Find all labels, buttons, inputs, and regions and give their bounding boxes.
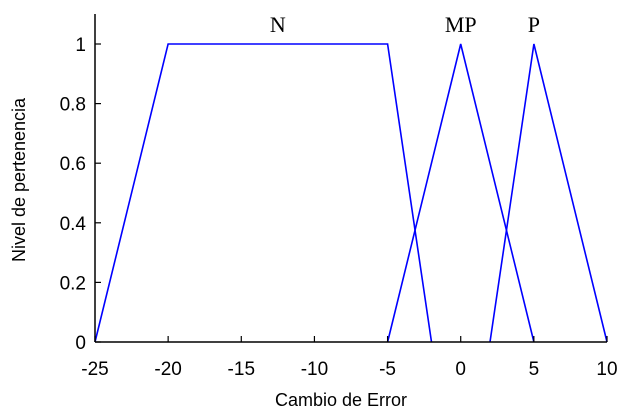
label-layer: N MP P — [270, 12, 540, 37]
set-label-p: P — [528, 12, 540, 37]
series-line-n — [94, 43, 433, 343]
y-tick-label: 0.6 — [60, 154, 86, 175]
x-tick-label: -10 — [301, 359, 328, 380]
set-label-n: N — [270, 12, 286, 37]
x-tick-label: 5 — [529, 359, 540, 380]
axis-layer — [94, 14, 607, 343]
x-tick-label: 0 — [455, 359, 466, 380]
series-line-mp — [386, 43, 535, 343]
x-tick-label: -15 — [228, 359, 255, 380]
y-tick-label: 1 — [75, 35, 86, 56]
series-layer — [94, 43, 608, 343]
x-tick-label: -5 — [379, 359, 396, 380]
series-line-p — [489, 43, 608, 343]
y-tick-label: 0.8 — [60, 95, 86, 116]
y-tick-label: 0.4 — [60, 214, 87, 235]
tick-layer: -25 -20 -15 -10 -5 0 5 10 0 0.2 0.4 0.6 0.8 1 — [60, 35, 618, 380]
x-tick-label: 10 — [596, 359, 617, 380]
x-tick-label: -20 — [154, 359, 181, 380]
set-label-mp: MP — [445, 12, 477, 37]
x-tick-label: -25 — [81, 359, 108, 380]
y-tick-label: 0.2 — [60, 273, 86, 294]
x-axis-label: Cambio de Error — [275, 390, 407, 410]
y-axis-label: Nivel de pertenencia — [9, 97, 29, 262]
y-tick-label: 0 — [75, 333, 86, 354]
